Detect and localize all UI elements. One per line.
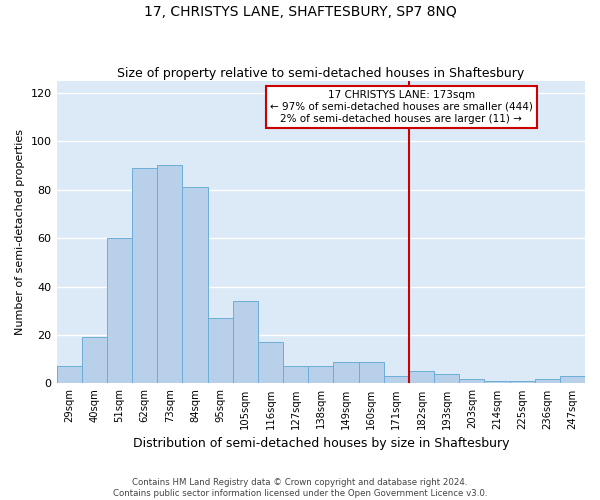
Bar	[308, 366, 334, 384]
Bar	[258, 342, 283, 384]
Y-axis label: Number of semi-detached properties: Number of semi-detached properties	[15, 129, 25, 335]
Bar	[383, 376, 409, 384]
Bar	[233, 301, 258, 384]
X-axis label: Distribution of semi-detached houses by size in Shaftesbury: Distribution of semi-detached houses by …	[133, 437, 509, 450]
Bar	[560, 376, 585, 384]
Text: 17, CHRISTYS LANE, SHAFTESBURY, SP7 8NQ: 17, CHRISTYS LANE, SHAFTESBURY, SP7 8NQ	[143, 5, 457, 19]
Text: Contains HM Land Registry data © Crown copyright and database right 2024.
Contai: Contains HM Land Registry data © Crown c…	[113, 478, 487, 498]
Bar	[334, 362, 359, 384]
Bar	[208, 318, 233, 384]
Bar	[107, 238, 132, 384]
Bar	[157, 166, 182, 384]
Bar	[56, 366, 82, 384]
Title: Size of property relative to semi-detached houses in Shaftesbury: Size of property relative to semi-detach…	[117, 66, 524, 80]
Bar	[535, 378, 560, 384]
Bar	[459, 378, 484, 384]
Bar	[509, 381, 535, 384]
Bar	[484, 381, 509, 384]
Bar	[82, 338, 107, 384]
Bar	[359, 362, 383, 384]
Bar	[409, 372, 434, 384]
Bar	[283, 366, 308, 384]
Text: 17 CHRISTYS LANE: 173sqm
← 97% of semi-detached houses are smaller (444)
2% of s: 17 CHRISTYS LANE: 173sqm ← 97% of semi-d…	[270, 90, 533, 124]
Bar	[132, 168, 157, 384]
Bar	[182, 187, 208, 384]
Bar	[434, 374, 459, 384]
